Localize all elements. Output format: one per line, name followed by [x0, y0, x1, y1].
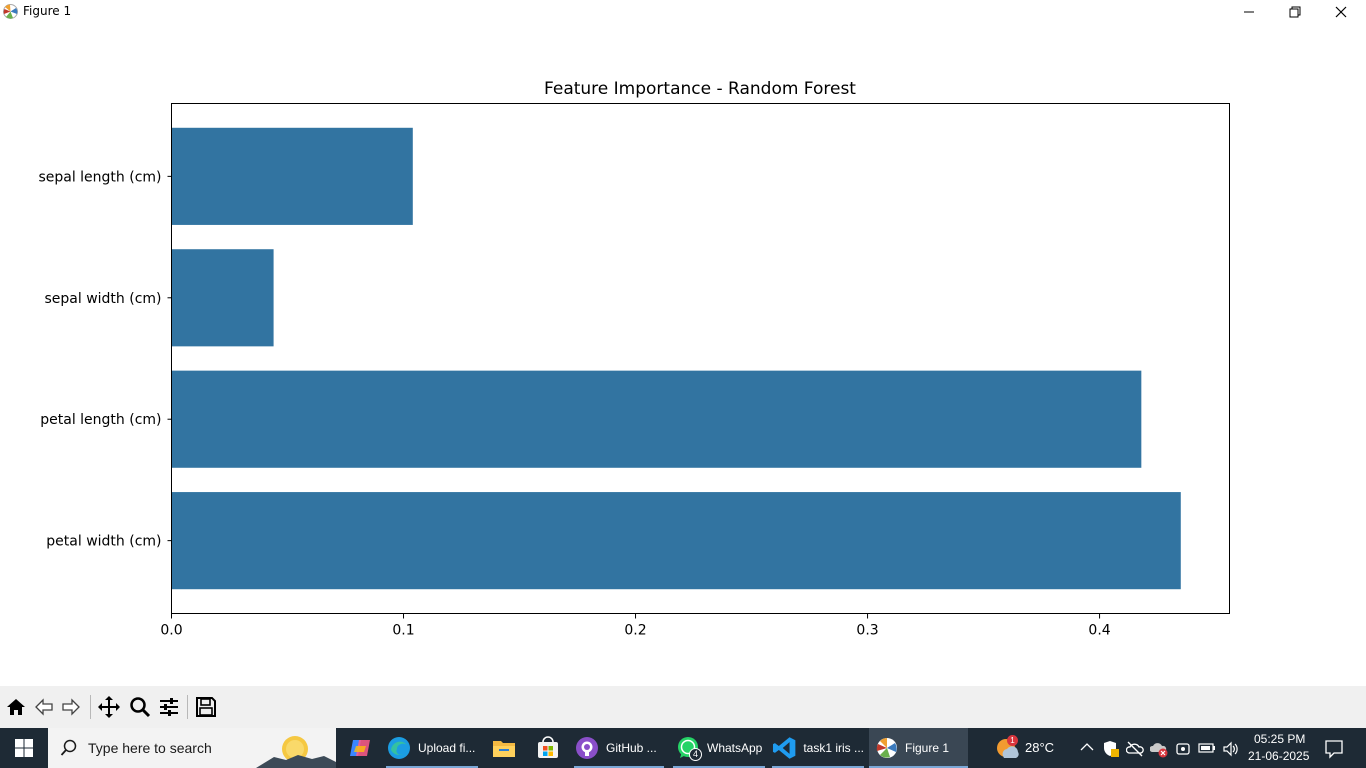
minimize-icon — [1244, 11, 1254, 13]
taskbar-app-vscode[interactable]: task1 iris ... — [772, 728, 864, 768]
edge-icon — [388, 737, 410, 759]
clock-time: 05:25 PM — [1254, 732, 1306, 746]
forward-icon — [62, 698, 80, 716]
taskbar-app-github[interactable]: GitHub ... — [574, 728, 664, 768]
taskbar-app-whatsapp[interactable]: 4 WhatsApp — [673, 728, 765, 768]
cloud-error-icon[interactable] — [1150, 740, 1168, 758]
clock-date: 21-06-2025 — [1248, 749, 1310, 763]
matplotlib-icon — [2, 3, 19, 20]
bars-group — [171, 127, 1181, 590]
x-tick-label: 0.0 — [160, 623, 182, 639]
copilot-icon — [350, 740, 370, 756]
bar-petal-width — [171, 492, 1181, 590]
pan-button[interactable] — [96, 694, 122, 720]
matplotlib-icon — [876, 738, 897, 758]
y-axis-ticks: sepal length (cm) sepal width (cm) petal l… — [38, 169, 172, 550]
running-indicator — [772, 766, 864, 768]
running-indicator — [574, 766, 664, 768]
window-titlebar: Figure 1 — [0, 0, 1366, 24]
file-explorer-icon — [493, 741, 515, 757]
x-axis-ticks: 0.0 0.1 0.2 0.3 0.4 — [160, 613, 1111, 639]
notification-badge: 4 — [689, 748, 702, 761]
minimize-button[interactable] — [1226, 0, 1272, 24]
taskbar-app-copilot[interactable] — [344, 728, 376, 768]
home-button[interactable] — [3, 694, 29, 720]
running-indicator — [673, 766, 765, 768]
y-tick-label: petal length (cm) — [40, 412, 161, 428]
save-button[interactable] — [193, 694, 219, 720]
toolbar-separator — [187, 695, 188, 719]
close-icon — [1335, 6, 1347, 18]
meet-now-icon[interactable] — [1175, 740, 1191, 758]
taskbar-app-label: GitHub ... — [606, 741, 657, 755]
toolbar-separator — [90, 695, 91, 719]
restore-button[interactable] — [1272, 0, 1318, 24]
close-button[interactable] — [1318, 0, 1364, 24]
zoom-button[interactable] — [127, 694, 153, 720]
taskbar-app-edge[interactable]: Upload fi... — [386, 728, 478, 768]
bar-sepal-length — [171, 127, 413, 225]
chevron-up-icon[interactable] — [1080, 742, 1094, 752]
start-button[interactable] — [0, 728, 48, 768]
back-button[interactable] — [31, 694, 57, 720]
volume-icon[interactable] — [1222, 740, 1240, 758]
matplotlib-toolbar — [0, 686, 1366, 728]
taskbar-app-label: Figure 1 — [905, 741, 950, 755]
weather-badge: 1 — [1007, 735, 1018, 746]
onedrive-offline-icon[interactable] — [1126, 740, 1144, 758]
restore-icon — [1289, 6, 1301, 18]
configure-subplots-icon — [160, 698, 178, 716]
temperature: 28°C — [1025, 740, 1055, 755]
x-tick-label: 0.2 — [624, 623, 646, 639]
bar-petal-length — [171, 370, 1142, 468]
home-icon — [7, 699, 25, 715]
battery-icon[interactable] — [1198, 742, 1216, 754]
taskbar-app-label: Upload fi... — [418, 741, 476, 755]
save-icon — [196, 697, 216, 717]
running-indicator — [386, 766, 478, 768]
taskbar-app-file-explorer[interactable] — [488, 728, 520, 768]
taskbar-app-figure[interactable]: Figure 1 — [869, 728, 968, 768]
search-icon — [60, 739, 77, 756]
y-tick-label: sepal length (cm) — [38, 169, 161, 185]
chart-title: Feature Importance - Random Forest — [544, 79, 856, 99]
notifications-icon[interactable] — [1324, 739, 1344, 759]
taskbar-search-box[interactable]: Type here to search — [48, 728, 336, 768]
search-placeholder: Type here to search — [88, 740, 212, 756]
windows-taskbar: Type here to search Upload fi... — [0, 728, 1366, 768]
y-tick-label: petal width (cm) — [46, 534, 161, 550]
y-tick-label: sepal width (cm) — [44, 291, 161, 307]
weather-widget[interactable]: 1 28°C — [994, 728, 1064, 768]
configure-subplots-button[interactable] — [156, 694, 182, 720]
window-title: Figure 1 — [23, 4, 72, 18]
forward-button[interactable] — [58, 694, 84, 720]
x-tick-label: 0.3 — [856, 623, 878, 639]
vscode-icon — [772, 737, 796, 759]
bar-sepal-width — [171, 249, 274, 347]
axes-frame — [171, 103, 1230, 614]
windows-logo-icon — [15, 739, 33, 757]
search-highlight-landscape-icon — [256, 736, 336, 768]
github-icon — [576, 737, 598, 759]
ms-store-icon — [538, 736, 558, 758]
taskbar-app-label: WhatsApp — [707, 741, 763, 755]
pan-icon — [98, 696, 120, 718]
back-icon — [35, 698, 53, 716]
x-tick-label: 0.4 — [1088, 623, 1110, 639]
figure-canvas[interactable]: Feature Importance - Random Forest sepal… — [0, 24, 1366, 686]
bar-chart: Feature Importance - Random Forest sepal… — [38, 79, 1230, 639]
running-indicator — [869, 766, 968, 768]
clock[interactable]: 05:25 PM 21-06-2025 — [1246, 728, 1310, 768]
security-shield-icon[interactable] — [1102, 740, 1120, 758]
taskbar-app-label: task1 iris ... — [803, 741, 864, 755]
zoom-icon — [130, 697, 151, 718]
taskbar-app-ms-store[interactable] — [532, 728, 564, 768]
x-tick-label: 0.1 — [392, 623, 414, 639]
